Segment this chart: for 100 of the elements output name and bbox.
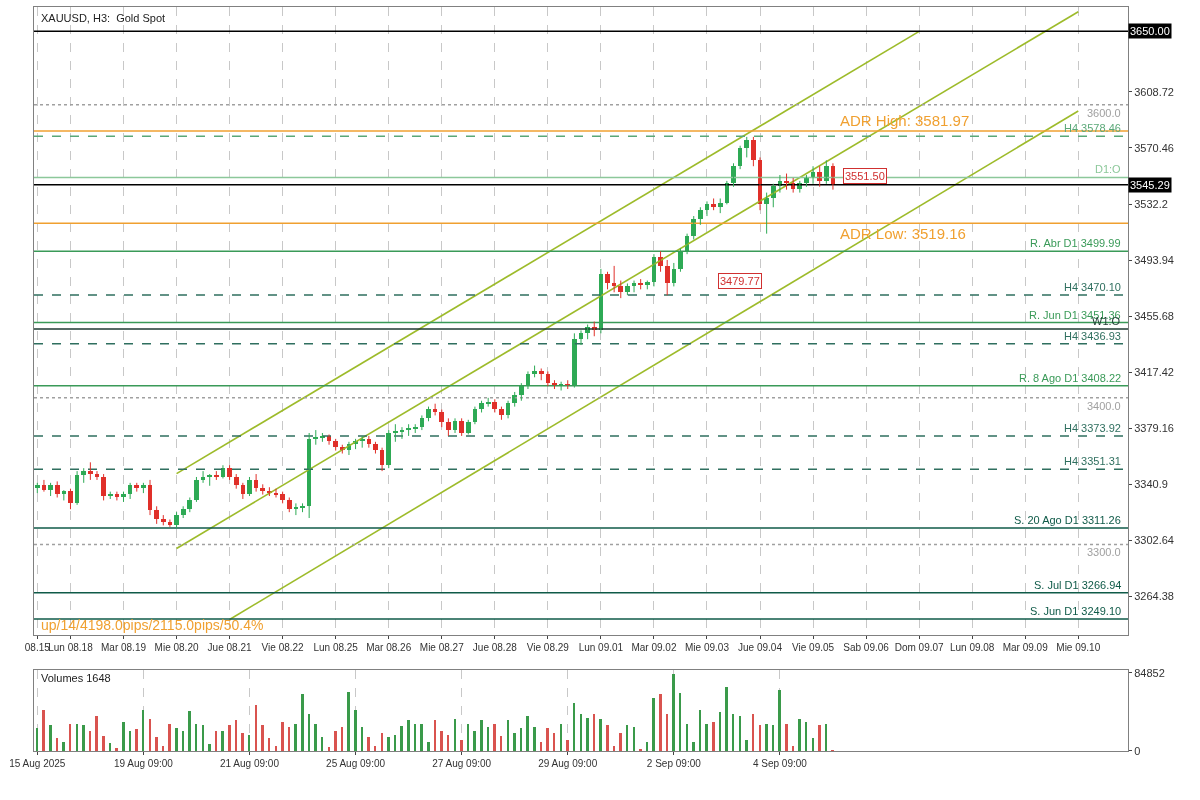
bar [162, 745, 164, 751]
bar [639, 748, 642, 751]
bar [281, 721, 284, 751]
bar [202, 724, 204, 751]
bar [182, 730, 184, 751]
y-tick-label: 3608.72 [1134, 85, 1174, 98]
x-tick-label: Mar 08.26 [366, 641, 412, 653]
x-tick-label: Mar 08.19 [100, 641, 147, 653]
x-tick-label: Vie 08.29 [526, 641, 570, 653]
ref-line-label: 3650.00 [1130, 25, 1170, 37]
bar [308, 713, 310, 751]
x-tick-label: Mie 08.20 [154, 641, 199, 653]
bar [593, 713, 595, 751]
bar [420, 723, 423, 751]
bar [129, 730, 131, 751]
x-tick-label: 08.15 [24, 641, 51, 653]
x-tick-label: Lun 09.01 [578, 641, 624, 653]
bar [361, 726, 363, 751]
x-tick-label: Mar 09.09 [1002, 641, 1049, 653]
bar [288, 726, 290, 751]
bar [268, 737, 270, 751]
ref-line-label: 3300.0 [1087, 546, 1121, 558]
bar [407, 719, 410, 751]
ref-line-label: H4 3373.92 [1064, 422, 1121, 434]
bar [739, 715, 741, 751]
bar [82, 724, 85, 751]
bar [414, 723, 416, 751]
x-tick-label: 4 Sep 09:00 [752, 757, 808, 769]
y-tick-label: 3264.38 [1134, 590, 1174, 603]
bar [301, 693, 304, 751]
x-tick-label: Mie 09.03 [685, 641, 730, 653]
bar [367, 736, 370, 751]
annotation: up/14/4198.0pips/2115.0pips/50.4% [41, 617, 264, 633]
bar [752, 713, 754, 751]
bar [381, 732, 383, 751]
bar [36, 727, 38, 751]
bar [520, 727, 522, 751]
bar [195, 723, 197, 751]
bar [560, 723, 562, 751]
bar [328, 746, 330, 751]
bar [619, 732, 622, 751]
bar [255, 704, 257, 751]
bar [480, 719, 483, 751]
bar [732, 713, 734, 751]
x-tick-label: Mie 08.27 [419, 641, 465, 653]
bar [168, 723, 171, 751]
bar [606, 724, 609, 751]
ref-line-label: 3600.0 [1087, 107, 1121, 119]
bar [208, 743, 211, 751]
x-tick-label: 2 Sep 09:00 [646, 757, 702, 769]
bar [553, 732, 555, 751]
bar [447, 734, 449, 751]
bar [434, 719, 436, 751]
ref-line-label: 3545.29 [1130, 179, 1170, 191]
bar [440, 730, 443, 751]
bar [155, 736, 158, 751]
bar [785, 723, 788, 751]
bar [792, 745, 794, 751]
bar [314, 723, 317, 751]
x-tick-label: Jue 09.04 [738, 641, 783, 653]
bar [546, 727, 549, 751]
bar [805, 721, 807, 751]
bar [533, 726, 536, 751]
x-tick-label: Mie 09.10 [1056, 641, 1101, 653]
bar [507, 719, 509, 751]
x-tick-label: Mar 09.02 [631, 641, 677, 653]
x-tick-label: Lun 08.18 [48, 641, 94, 653]
bar [334, 730, 337, 751]
bar [626, 724, 628, 751]
bar [215, 730, 217, 751]
x-tick-label: 19 Aug 09:00 [113, 757, 174, 769]
x-tick-label: Vie 08.22 [261, 641, 305, 653]
bar [261, 724, 264, 751]
x-tick-label: 15 Aug 2025 [9, 757, 66, 769]
bar [275, 745, 277, 751]
bar [493, 723, 496, 751]
bar [646, 741, 648, 751]
annotation: 3479.77 [720, 275, 760, 287]
bar [566, 739, 569, 751]
bar [62, 741, 65, 751]
bar [526, 715, 529, 751]
ref-line-label: S. 20 Ago D1 3311.26 [1014, 514, 1121, 526]
chart-title: Volumes 1648 [41, 672, 111, 684]
bar [599, 718, 602, 751]
bar [699, 709, 701, 751]
bar [725, 686, 728, 751]
bar [686, 723, 688, 751]
annotation: 3551.50 [845, 170, 885, 182]
chart-title: XAUUSD, H3: Gold Spot [41, 12, 166, 24]
bar [109, 742, 111, 751]
bar [347, 691, 350, 751]
bar [42, 709, 45, 751]
ref-line-label: H4 3470.10 [1064, 281, 1121, 293]
y-tick-label: 3532.2 [1134, 197, 1168, 210]
bar [374, 745, 376, 751]
bar [241, 732, 244, 751]
bar [142, 709, 144, 751]
ref-line-label: D1:O [1095, 163, 1122, 175]
y-tick-label: 3302.64 [1134, 534, 1174, 547]
bar [652, 697, 655, 751]
